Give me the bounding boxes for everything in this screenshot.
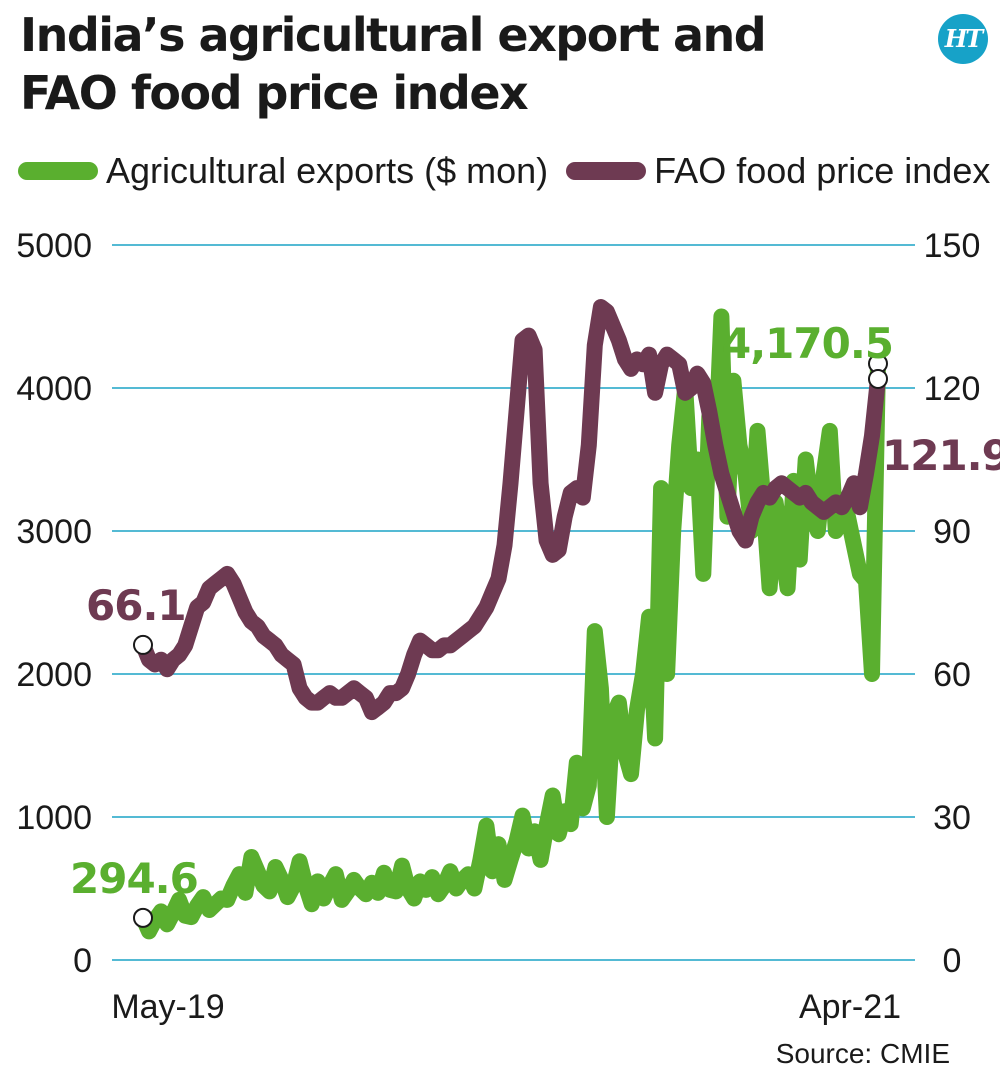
data-label-fao-start: 66.1: [86, 581, 186, 630]
data-label-exports-end: 4,170.5: [722, 319, 893, 368]
series-line-exports: [135, 308, 886, 940]
y-right-tick-label: 90: [933, 513, 971, 551]
y-right-tick-label: 0: [943, 942, 962, 980]
legend: Agricultural exports ($ mon) FAO food pr…: [18, 150, 1000, 192]
y-left-tick-label: 2000: [16, 656, 92, 694]
y-right-tick-label: 60: [933, 656, 971, 694]
logo-text: HT: [944, 24, 984, 53]
series-line-fao: [135, 299, 886, 721]
x-tick-label-start: May-19: [111, 988, 224, 1026]
data-point-start-fao: [133, 634, 153, 655]
legend-item-exports: Agricultural exports ($ mon): [18, 150, 548, 192]
x-tick-label-end: Apr-21: [799, 988, 901, 1026]
y-left-tick-label: 5000: [16, 227, 92, 265]
y-left-tick-label: 1000: [16, 799, 92, 837]
y-right-tick-label: 120: [924, 370, 981, 408]
data-point-start-exports: [133, 907, 153, 928]
legend-label-fao: FAO food price index: [654, 150, 991, 191]
source-note: Source: CMIE: [775, 1038, 950, 1069]
y-left-tick-label: 3000: [16, 513, 92, 551]
data-point-end-fao: [868, 368, 888, 389]
y-right-tick-label: 150: [924, 227, 981, 265]
chart-title-line-1: India’s agricultural export and: [20, 8, 767, 62]
y-left-tick-label: 0: [73, 942, 92, 980]
y-right-tick-label: 30: [933, 799, 971, 837]
legend-swatch-fao: [566, 162, 647, 180]
data-label-exports-start: 294.6: [70, 854, 198, 903]
data-label-fao-end: 121.9: [882, 431, 1000, 480]
chart-title: India’s agricultural export and FAO food…: [20, 6, 767, 122]
legend-swatch-exports: [18, 162, 98, 180]
ht-logo-icon: HT: [938, 14, 988, 64]
legend-item-fao: FAO food price index: [566, 150, 990, 192]
chart-title-line-2: FAO food price index: [20, 66, 529, 120]
legend-label-exports: Agricultural exports ($ mon): [106, 150, 549, 191]
y-left-tick-label: 4000: [16, 370, 92, 408]
